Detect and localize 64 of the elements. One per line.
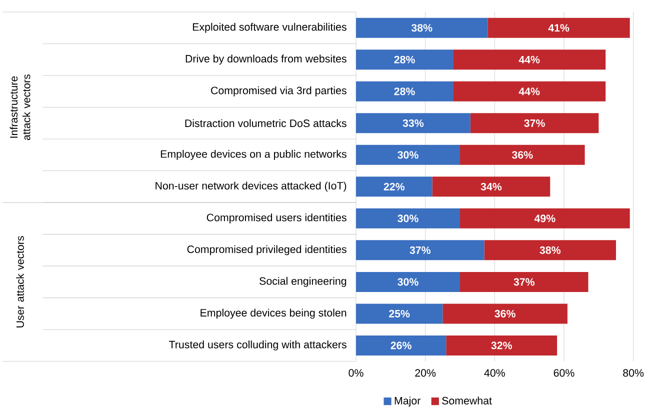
data-label: 22% <box>384 182 405 190</box>
bar <box>453 50 606 70</box>
bar <box>356 208 460 228</box>
y-tick-label: Trusted users colluding with attackers <box>169 340 346 350</box>
x-tick-label: 40% <box>484 369 505 377</box>
y-tick-label: Employee devices on a public networks <box>160 150 346 160</box>
y-tick-label: Compromised via 3rd parties <box>211 86 346 96</box>
bar <box>356 81 454 102</box>
data-label: 36% <box>512 151 533 159</box>
x-tick-label: 20% <box>415 369 436 377</box>
x-tick-label: 60% <box>554 369 574 377</box>
legend-label: Major <box>394 396 420 407</box>
data-label: 26% <box>390 342 412 350</box>
data-label: 32% <box>491 342 512 350</box>
bar <box>460 208 630 228</box>
data-label: 30% <box>398 278 418 286</box>
x-tick-label: 0% <box>348 369 364 377</box>
y-tick-label: Employee devices being stolen <box>200 308 346 319</box>
text: User attack vectors <box>16 236 24 328</box>
bar <box>356 50 454 70</box>
bar <box>442 304 568 324</box>
bar <box>356 272 460 292</box>
y-tick-label: Non-user network devices attacked (IoT) <box>156 182 346 192</box>
data-label: 37% <box>514 278 535 286</box>
data-label: 37% <box>410 246 431 254</box>
bar <box>453 81 606 102</box>
y-tick-label: Exploited software vulnerabilities <box>192 22 346 33</box>
data-label: 25% <box>389 310 410 318</box>
bar <box>460 144 585 165</box>
bar <box>460 272 588 292</box>
data-label: 37% <box>524 119 545 127</box>
data-label: 49% <box>534 214 556 222</box>
data-label: 44% <box>518 88 540 96</box>
data-label: 41% <box>548 24 570 32</box>
bar <box>470 113 599 134</box>
bar <box>356 176 432 197</box>
bar <box>356 335 446 356</box>
y-tick-label: Social engineering <box>260 276 346 287</box>
bar <box>356 304 443 324</box>
data-label: 38% <box>540 246 561 254</box>
bar <box>484 240 616 260</box>
data-label: 36% <box>494 310 516 318</box>
data-label: 28% <box>394 88 415 96</box>
y-tick-label: Compromised users identities <box>206 213 346 224</box>
data-label: 33% <box>402 119 424 127</box>
x-tick-label: 80% <box>623 369 644 377</box>
bar <box>356 240 484 260</box>
y-tick-label: Distraction volumetric DoS attacks <box>185 119 346 128</box>
data-label: 44% <box>518 56 540 64</box>
bar <box>356 113 470 134</box>
data-label: 30% <box>398 214 418 222</box>
bar <box>488 18 630 38</box>
y-tick-label: Drive by downloads from websites <box>186 54 346 65</box>
bar <box>356 18 488 38</box>
data-label: 28% <box>394 56 415 64</box>
bar <box>356 144 460 165</box>
data-label: 38% <box>411 24 432 32</box>
data-label: 34% <box>480 182 502 190</box>
bar <box>432 176 550 197</box>
y-tick-label: Compromised privileged identities <box>187 245 346 256</box>
bar <box>446 335 558 356</box>
data-label: 30% <box>398 151 418 159</box>
legend-label: Somewhat <box>442 396 492 404</box>
text: Infrastructure attack vectors <box>10 74 30 140</box>
